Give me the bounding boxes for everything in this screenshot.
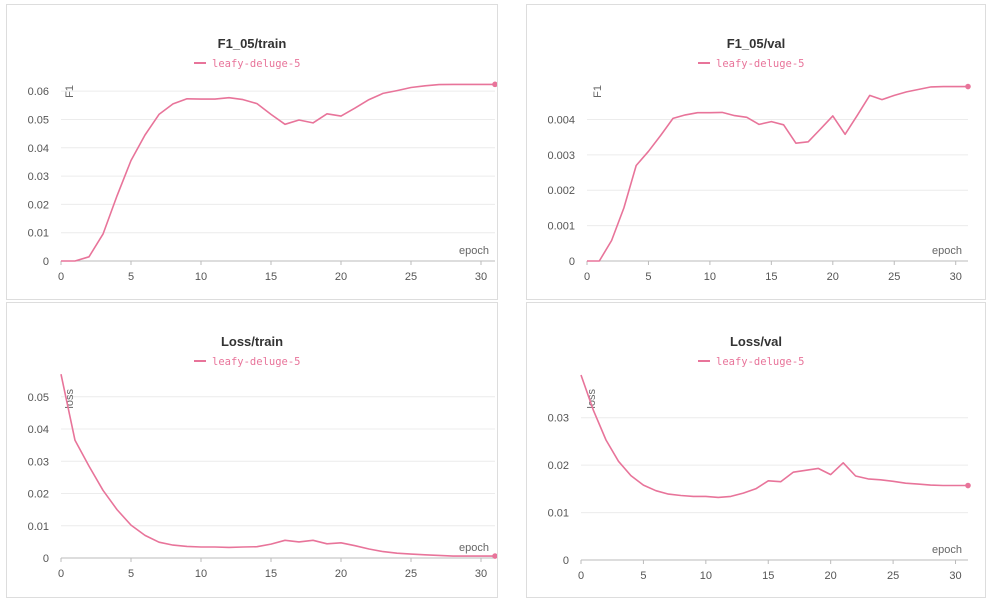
x-tick-label: 15 — [265, 271, 277, 283]
y-tick-label: 0 — [569, 256, 575, 268]
y-tick-label: 0.01 — [28, 521, 49, 533]
legend-loss-train: leafy-deluge-5 — [194, 356, 301, 368]
y-tick-label: 0.06 — [28, 86, 49, 98]
chart-title-loss-val: Loss/val — [730, 334, 782, 349]
x-tick-label: 25 — [888, 271, 900, 283]
y-tick-label: 0.03 — [28, 171, 49, 183]
y-tick-label: 0 — [43, 256, 49, 268]
legend-label: leafy-deluge-5 — [716, 58, 805, 70]
series-end-point — [965, 83, 971, 90]
chart-panel-f1-val: F1_05/val leafy-deluge-5 0 0.001 0.002 0.003 0… — [526, 4, 986, 300]
y-tick-label: 0 — [43, 553, 49, 565]
series-line-loss-val — [580, 374, 968, 499]
y-tick-label: 0.03 — [548, 413, 569, 425]
x-tick-label: 15 — [265, 568, 277, 580]
y-tick-label: 0.04 — [28, 143, 49, 155]
chart-svg-f1-val: F1_05/val leafy-deluge-5 0 0.001 0.002 0.003 0… — [547, 36, 971, 283]
y-tick-label: 0.01 — [548, 508, 569, 520]
series-line-f1-train — [61, 83, 495, 262]
x-tick-label: 20 — [827, 271, 839, 283]
x-tick-label: 25 — [405, 568, 417, 580]
y-tick-label: 0.002 — [547, 185, 575, 197]
y-tick-label: 0 — [563, 555, 569, 567]
series-line-f1-val — [587, 85, 968, 262]
series-end-point — [965, 482, 971, 489]
y-tick-label: 0.02 — [548, 460, 569, 472]
x-tick-label: 5 — [128, 271, 134, 283]
x-tick-label: 25 — [887, 570, 899, 582]
legend-label: leafy-deluge-5 — [212, 356, 301, 368]
chart-panel-loss-val: Loss/val leafy-deluge-5 0 0.01 0.02 0.03 0 5 10 1… — [526, 302, 986, 598]
y-tick-label: 0.004 — [547, 114, 575, 126]
y-tick-label: 0.02 — [28, 199, 49, 211]
x-tick-label: 20 — [825, 570, 837, 582]
legend-loss-val: leafy-deluge-5 — [698, 356, 805, 368]
x-axis-label: epoch — [459, 542, 489, 554]
chart-svg-loss-val: Loss/val leafy-deluge-5 0 0.01 0.02 0.03 0 5 10 1… — [548, 334, 971, 582]
legend-label: leafy-deluge-5 — [212, 58, 301, 70]
chart-title-f1-val: F1_05/val — [727, 36, 786, 51]
y-axis-label: F1 — [64, 85, 76, 98]
x-tick-label: 10 — [195, 568, 207, 580]
x-tick-label: 0 — [58, 568, 64, 580]
x-tick-label: 30 — [475, 271, 487, 283]
series-line-loss-train — [60, 374, 495, 557]
y-tick-label: 0.01 — [28, 228, 49, 240]
x-tick-label: 0 — [58, 271, 64, 283]
x-tick-label: 30 — [950, 271, 962, 283]
y-tick-label: 0.05 — [28, 392, 49, 404]
x-tick-label: 0 — [584, 271, 590, 283]
x-tick-label: 10 — [704, 271, 716, 283]
y-tick-label: 0.05 — [28, 114, 49, 126]
x-tick-label: 10 — [700, 570, 712, 582]
chart-title-f1-train: F1_05/train — [218, 36, 287, 51]
y-tick-label: 0.03 — [28, 456, 49, 468]
x-tick-label: 20 — [335, 271, 347, 283]
x-tick-label: 15 — [765, 271, 777, 283]
chart-panel-loss-train: Loss/train leafy-deluge-5 0 0.01 0.02 0.03 0.0… — [6, 302, 498, 598]
y-tick-label: 0.001 — [547, 221, 575, 233]
x-tick-label: 30 — [475, 568, 487, 580]
x-axis-label: epoch — [932, 544, 962, 556]
y-tick-label: 0.02 — [28, 489, 49, 501]
series-end-point — [492, 81, 497, 88]
x-tick-label: 25 — [405, 271, 417, 283]
x-axis-label: epoch — [459, 245, 489, 257]
y-tick-label: 0.04 — [28, 424, 49, 436]
x-tick-label: 5 — [645, 271, 651, 283]
x-tick-label: 30 — [949, 570, 961, 582]
y-tick-label: 0.003 — [547, 150, 575, 162]
chart-svg-loss-train: Loss/train leafy-deluge-5 0 0.01 0.02 0.03 0.0… — [28, 334, 497, 580]
legend-f1-train: leafy-deluge-5 — [194, 58, 301, 70]
x-tick-label: 0 — [578, 570, 584, 582]
chart-title-loss-train: Loss/train — [221, 334, 283, 349]
x-tick-label: 5 — [128, 568, 134, 580]
x-tick-label: 5 — [640, 570, 646, 582]
chart-svg-f1-train: F1_05/train leafy-deluge-5 0 0.01 0.02 0.03 0.… — [28, 36, 497, 283]
chart-panel-f1-train: F1_05/train leafy-deluge-5 0 0.01 0.02 0.03 0.… — [6, 4, 498, 300]
x-axis-label: epoch — [932, 245, 962, 257]
y-axis-label: loss — [586, 389, 598, 409]
legend-label: leafy-deluge-5 — [716, 356, 805, 368]
y-axis-label: F1 — [592, 85, 604, 98]
x-tick-label: 10 — [195, 271, 207, 283]
legend-f1-val: leafy-deluge-5 — [698, 58, 805, 70]
series-end-point — [492, 553, 497, 559]
x-tick-label: 20 — [335, 568, 347, 580]
x-tick-label: 15 — [762, 570, 774, 582]
